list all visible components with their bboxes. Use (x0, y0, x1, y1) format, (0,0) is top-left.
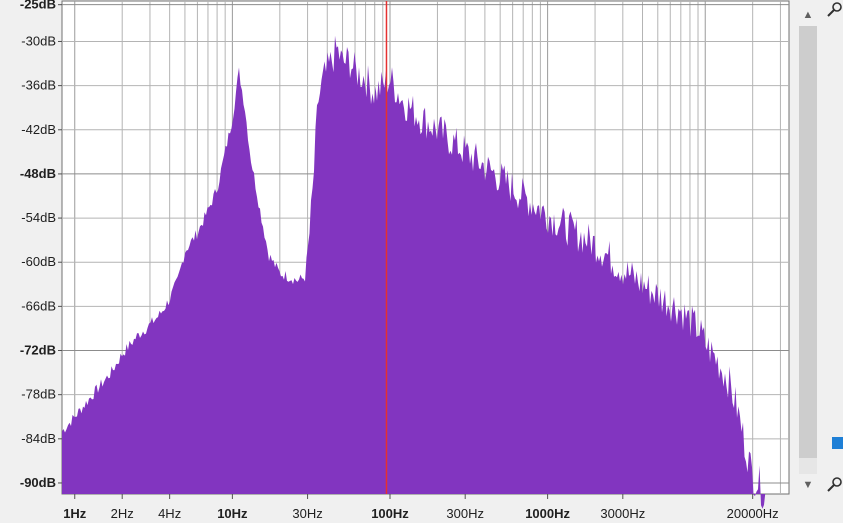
scroll-down-button[interactable]: ▼ (802, 479, 814, 491)
y-tick-label: -48dB (20, 166, 56, 181)
scroll-up-button[interactable]: ▲ (802, 9, 814, 21)
y-axis-ticks: -25dB -30dB -36dB -42dB -48dB -54dB -60dB -66dB… (20, 0, 62, 490)
x-tick-label: 300Hz (446, 506, 484, 521)
x-tick-label: 4Hz (158, 506, 181, 521)
zoom-out-icon[interactable] (827, 476, 843, 492)
x-tick-label: 3000Hz (600, 506, 645, 521)
y-tick-label: -54dB (21, 210, 56, 225)
x-tick-label: 10Hz (217, 506, 248, 521)
x-tick-label: 20000Hz (727, 506, 779, 521)
y-tick-label: -78dB (21, 387, 56, 402)
y-tick-label: -42dB (21, 122, 56, 137)
vertical-scrollbar[interactable]: ▲ ▼ (797, 6, 819, 494)
y-tick-label: -30dB (21, 33, 56, 48)
x-tick-label: 30Hz (292, 506, 322, 521)
y-tick-label: -36dB (21, 78, 56, 93)
x-tick-label: 2Hz (111, 506, 134, 521)
zoom-in-icon[interactable] (827, 1, 843, 17)
x-axis-ticks: 1Hz 2Hz 4Hz 10Hz 30Hz 100Hz 300Hz 1000Hz 3000Hz 2… (63, 494, 779, 521)
y-tick-label: -84dB (21, 431, 56, 446)
y-tick-label: -72dB (20, 343, 56, 358)
x-tick-label: 1Hz (63, 506, 87, 521)
y-tick-label: -60dB (21, 254, 56, 269)
spectrum-area (62, 35, 766, 509)
y-tick-label: -25dB (20, 0, 56, 12)
scroll-track[interactable] (799, 26, 817, 474)
scroll-thumb[interactable] (799, 26, 817, 458)
y-tick-label: -90dB (20, 475, 56, 490)
x-tick-label: 1000Hz (525, 506, 570, 521)
x-tick-label: 100Hz (371, 506, 409, 521)
y-tick-label: -66dB (21, 298, 56, 313)
level-indicator (832, 437, 843, 449)
